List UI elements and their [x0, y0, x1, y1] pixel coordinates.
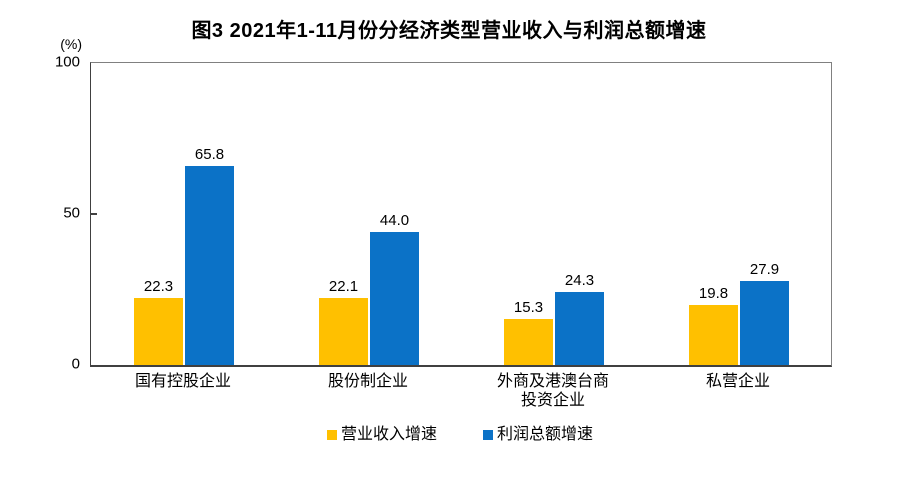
bar [134, 298, 183, 365]
bar [185, 166, 234, 365]
legend-item: 利润总额增速 [483, 427, 593, 443]
legend-swatch-icon [483, 430, 493, 440]
legend-item: 营业收入增速 [326, 426, 437, 443]
value-label: 22.1 [328, 278, 359, 295]
y-tick-label: 0 [71, 355, 80, 373]
bar [555, 292, 604, 365]
value-label: 24.3 [564, 272, 595, 289]
legend-label: 营业收入增速 [340, 426, 437, 443]
bar [319, 298, 368, 365]
bar [740, 281, 789, 365]
category-label: 国有控股企业 [134, 373, 231, 390]
value-label: 22.3 [143, 278, 174, 295]
legend-swatch-icon [326, 430, 337, 440]
y-axis-unit-label: (%) [60, 36, 82, 52]
category-label: 私营企业 [705, 373, 770, 390]
bar [370, 232, 419, 365]
y-tick-label: 50 [63, 204, 80, 222]
value-label: 65.8 [194, 146, 225, 163]
bar [504, 319, 553, 365]
plot-area: 22.3 65.8 22.1 44.0 15.3 24.3 19.8 27.9 [90, 62, 832, 367]
value-label: 19.8 [698, 285, 729, 302]
value-label: 44.0 [379, 212, 410, 229]
y-tick-mark [91, 213, 97, 215]
value-label: 27.9 [749, 261, 780, 278]
bar [689, 305, 738, 365]
y-tick-label: 100 [54, 53, 80, 71]
legend-label: 利润总额增速 [497, 426, 594, 443]
category-label: 外商及港澳台商 投资企业 [496, 373, 609, 409]
category-label: 股份制企业 [327, 373, 408, 390]
value-label: 15.3 [513, 299, 544, 316]
chart-title: 图3 2021年1-11月份分经济类型营业收入与利润总额增速 [191, 20, 707, 42]
legend: 营业收入增速 利润总额增速 [90, 427, 830, 443]
